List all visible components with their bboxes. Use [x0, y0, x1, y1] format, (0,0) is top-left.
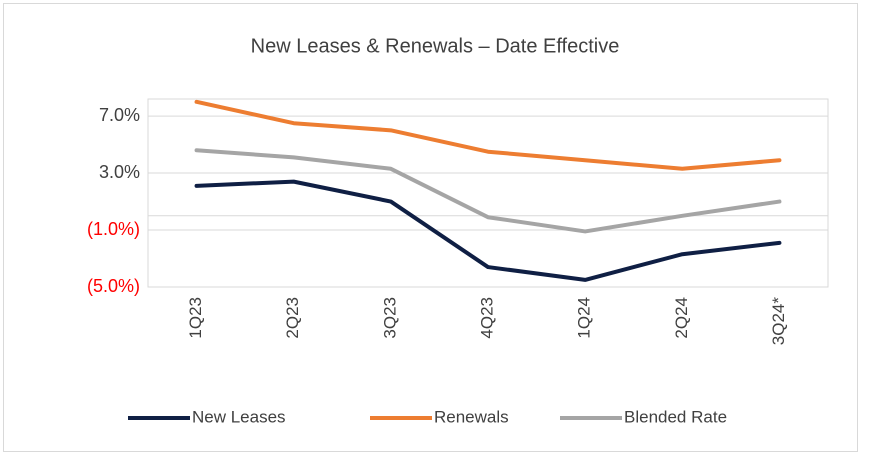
- x-tick-label: 1Q23: [186, 297, 205, 339]
- x-tick-label: 1Q24: [575, 297, 594, 339]
- chart-title: New Leases & Renewals – Date Effective: [251, 35, 620, 57]
- x-tick-label: 2Q23: [283, 297, 302, 339]
- series-line: [194, 99, 782, 171]
- x-tick-label: 3Q23: [380, 297, 399, 339]
- legend-label: Renewals: [434, 407, 509, 426]
- x-tick-label: 4Q23: [477, 297, 496, 339]
- x-tick-label: 2Q24: [672, 297, 691, 339]
- y-tick-label: 7.0%: [99, 105, 140, 125]
- legend-label: New Leases: [192, 407, 286, 426]
- series-line: [194, 179, 782, 282]
- legend-label: Blended Rate: [624, 407, 727, 426]
- y-tick-label: (5.0%): [87, 276, 140, 296]
- x-tick-label: 3Q24*: [769, 297, 788, 346]
- y-tick-label: (1.0%): [87, 219, 140, 239]
- series-line: [194, 148, 782, 234]
- y-tick-label: 3.0%: [99, 162, 140, 182]
